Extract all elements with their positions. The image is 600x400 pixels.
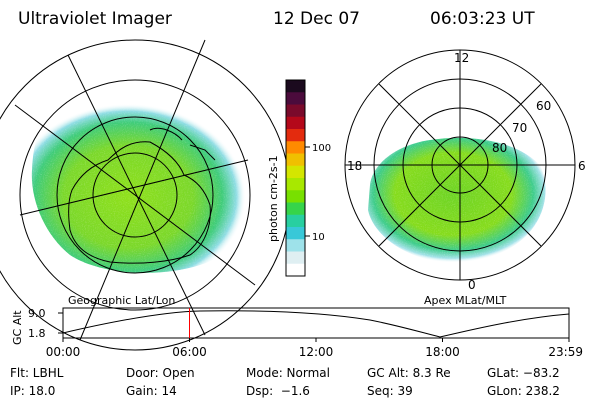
colorbar-band xyxy=(286,227,305,240)
alt-ylabel: GC Alt xyxy=(11,310,24,345)
door-label: Door: Open xyxy=(126,366,195,380)
colorbar-tick-100: 100 xyxy=(312,143,331,154)
colorbar-band xyxy=(286,92,305,105)
colorbar-band xyxy=(286,202,305,216)
altitude-curve xyxy=(62,310,570,338)
glon-label: GLon: 238.2 xyxy=(487,384,560,398)
colorbar-band xyxy=(286,141,305,154)
mlat-label-60: 60 xyxy=(536,99,551,113)
alt-xtick-label: 06:00 xyxy=(172,345,207,359)
colorbar-band xyxy=(286,214,305,228)
alt-xtick-label: 00:00 xyxy=(46,345,81,359)
alt-xtick-label: 12:00 xyxy=(299,345,334,359)
filter-label: Flt: LBHL xyxy=(10,366,64,380)
mlt-label-0: 0 xyxy=(468,278,476,292)
mlt-label-18: 18 xyxy=(347,159,362,173)
colorbar-band xyxy=(286,251,305,265)
colorbar-band xyxy=(286,129,305,142)
colorbar-band xyxy=(286,263,305,277)
geo-map-caption: Geographic Lat/Lon xyxy=(68,294,175,307)
gc-alt-label: GC Alt: 8.3 Re xyxy=(367,366,451,380)
colorbar-band xyxy=(286,190,305,203)
mag-map-caption: Apex MLat/MLT xyxy=(424,294,507,307)
ip-label: IP: 18.0 xyxy=(10,384,56,398)
colorbar-band xyxy=(286,116,305,130)
colorbar-band xyxy=(286,80,305,93)
alt-ytick-1.8: 1.8 xyxy=(28,327,46,340)
time-label: 06:03:23 UT xyxy=(430,9,535,29)
mlt-label-12: 12 xyxy=(454,51,469,65)
geographic-map: Geographic Lat/Lon xyxy=(0,39,291,351)
dsp-label: Dsp: −1.6 xyxy=(246,384,310,398)
date-label: 12 Dec 07 xyxy=(273,9,360,29)
alt-xtick-label: 18:00 xyxy=(425,345,460,359)
colorbar-band xyxy=(286,165,305,179)
instrument-title: Ultraviolet Imager xyxy=(18,9,172,29)
gain-label: Gain: 14 xyxy=(126,384,177,398)
alt-xtick-label: 23:59 xyxy=(548,345,583,359)
seq-label: Seq: 39 xyxy=(367,384,413,398)
alt-ytick-9: 9.0 xyxy=(28,307,46,320)
colorbar-band xyxy=(286,153,305,167)
colorbar: 100 10 photon cm-2s-1 xyxy=(267,79,331,277)
colorbar-tick-10: 10 xyxy=(312,232,325,243)
mlt-label-6: 6 xyxy=(578,159,586,173)
altitude-plot: 9.0 1.8 GC Alt 00:00 06:00 12:00 18:00 23:59 xyxy=(11,307,583,359)
mlat-label-70: 70 xyxy=(512,121,527,135)
colorbar-band xyxy=(286,104,305,118)
mode-label: Mode: Normal xyxy=(246,366,330,380)
glat-label: GLat: −83.2 xyxy=(487,366,560,380)
colorbar-band xyxy=(286,239,305,252)
mlat-label-80: 80 xyxy=(492,141,507,155)
colorbar-band xyxy=(286,178,305,191)
magnetic-map: 12 18 6 0 60 70 80 Apex MLat/MLT xyxy=(344,49,586,307)
colorbar-label: photon cm-2s-1 xyxy=(267,155,280,242)
